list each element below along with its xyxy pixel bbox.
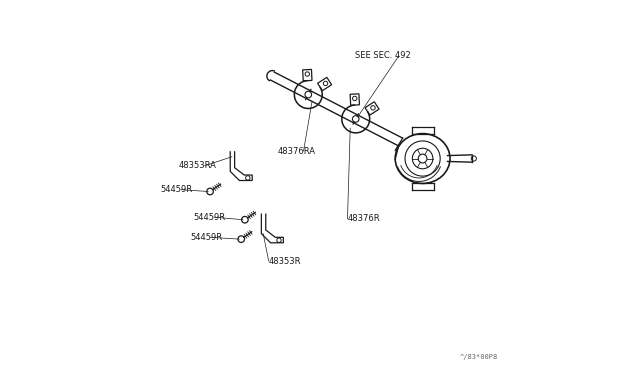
Text: 54459R: 54459R (161, 185, 193, 194)
Text: 54459R: 54459R (190, 233, 222, 242)
Text: 48376R: 48376R (348, 215, 380, 224)
Text: 54459R: 54459R (193, 213, 226, 222)
Text: 48353R: 48353R (269, 257, 301, 266)
Text: 48353RA: 48353RA (179, 161, 217, 170)
Text: ^/83*00P8: ^/83*00P8 (460, 354, 498, 360)
Text: SEE SEC. 492: SEE SEC. 492 (355, 51, 411, 60)
Text: 48376RA: 48376RA (278, 147, 316, 156)
